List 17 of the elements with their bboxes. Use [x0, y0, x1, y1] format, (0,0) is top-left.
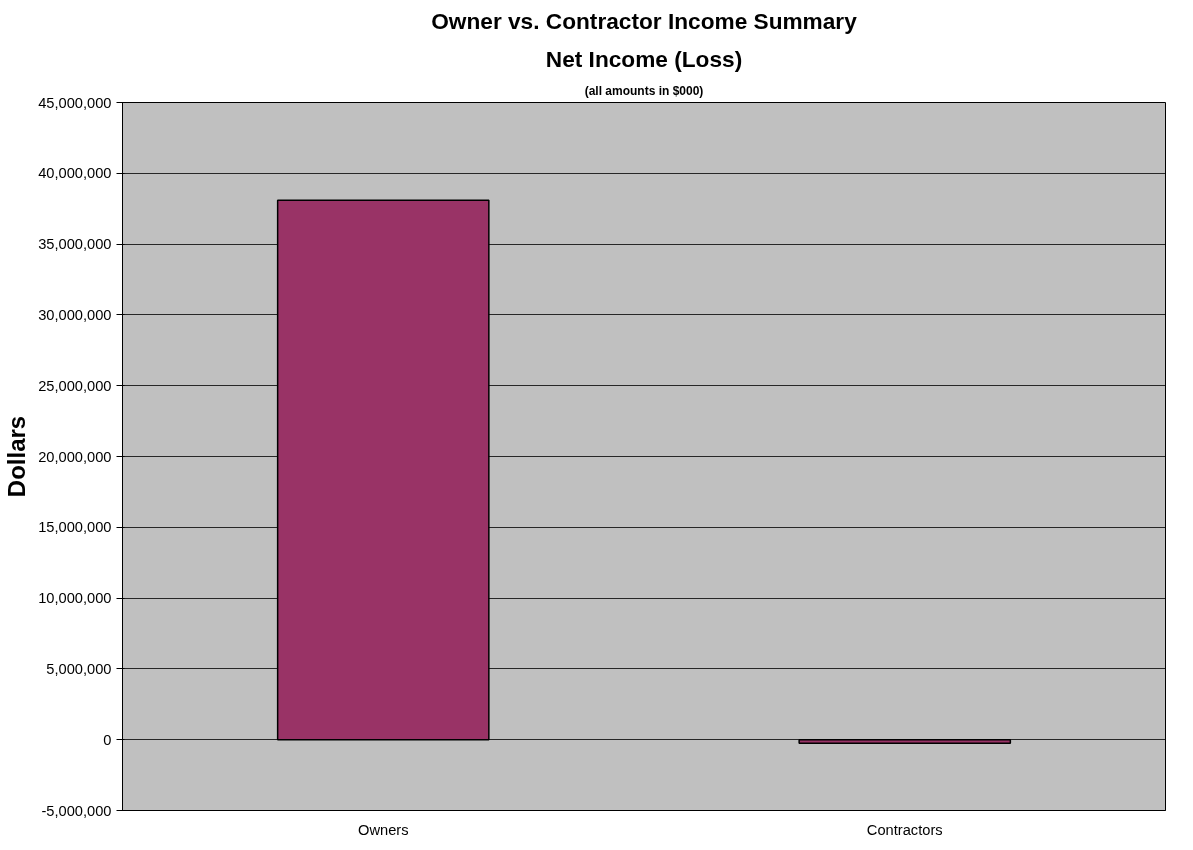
y-tick-label: -5,000,000 [41, 802, 112, 819]
y-tick-label: 30,000,000 [38, 306, 112, 323]
x-tick-label: Owners [358, 821, 409, 838]
x-tick-label: Contractors [866, 821, 943, 838]
y-tick-label: 20,000,000 [38, 448, 112, 465]
y-axis-title: Dollars [3, 415, 31, 498]
chart-title: Owner vs. Contractor Income Summary [431, 7, 858, 34]
y-tick-label: 40,000,000 [38, 165, 112, 182]
chart-subtitle: Net Income (Loss) [545, 45, 743, 72]
y-tick-label: 0 [103, 731, 112, 748]
y-tick-label: 5,000,000 [46, 660, 112, 677]
y-tick-label: 15,000,000 [38, 519, 112, 536]
y-tick-label: 45,000,000 [38, 94, 112, 111]
y-tick-label: 35,000,000 [38, 236, 112, 253]
text: (all amounts in $000) [584, 83, 704, 98]
y-tick-label: 10,000,000 [38, 590, 112, 607]
y-tick-label: 25,000,000 [38, 377, 112, 394]
